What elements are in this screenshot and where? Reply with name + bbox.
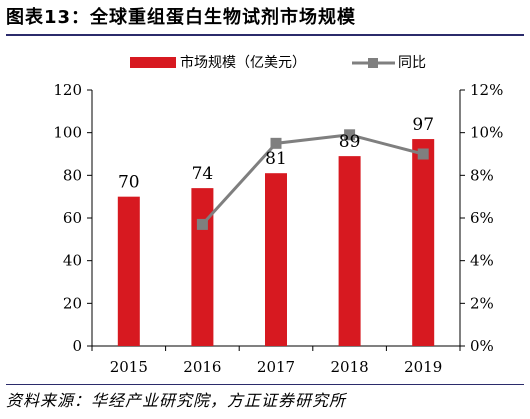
x-tick-label: 2018 [331, 358, 369, 376]
y-left-tick-label: 20 [63, 294, 82, 312]
y-left-tick-label: 100 [53, 124, 82, 142]
bar [412, 139, 435, 346]
x-tick-label: 2019 [404, 358, 442, 376]
bar-value-label: 74 [192, 164, 214, 184]
y-left-tick-label: 0 [72, 337, 82, 355]
yoy-line [201, 133, 424, 226]
legend-label-bar: 市场规模（亿美元） [180, 54, 306, 71]
y-right-tick-label: 6% [470, 209, 494, 227]
legend-swatch-bar [130, 57, 176, 68]
bar-value-label: 81 [265, 149, 287, 169]
y-left-tick-label: 40 [63, 252, 82, 270]
bar [117, 196, 140, 346]
x-tick-label: 2015 [110, 358, 148, 376]
title-rule [6, 34, 524, 36]
bar-value-label: 70 [118, 173, 140, 193]
figure-title: 图表13：全球重组蛋白生物试剂市场规模 [6, 7, 357, 28]
y-left-tick-label: 60 [63, 209, 82, 227]
y-right-tick-label: 10% [470, 124, 503, 142]
legend-label-line: 同比 [398, 55, 426, 71]
bar [265, 173, 287, 346]
yoy-marker [344, 129, 356, 141]
source-note: 资料来源：华经产业研究院，方正证券研究所 [6, 391, 347, 410]
bar [338, 156, 361, 346]
y-right-tick-label: 2% [470, 294, 494, 312]
bar-value-label: 97 [412, 115, 434, 135]
y-right-tick-label: 0% [470, 337, 494, 355]
bar-value-label: 89 [339, 132, 361, 152]
y-right-tick-label: 8% [470, 166, 494, 184]
plot-area: 0 20 40 60 80 100 120 0% 2% 4% 6% 8% 10% 12% 2015 2016 2… [53, 81, 503, 376]
y-right-tick-label: 12% [470, 81, 503, 99]
legend: 市场规模（亿美元） 同比 [130, 54, 426, 71]
x-tick-label: 2017 [257, 358, 295, 376]
legend-swatch-marker [368, 58, 378, 68]
yoy-marker [270, 137, 282, 149]
yoy-marker [417, 148, 429, 160]
x-tick-label: 2016 [183, 358, 221, 376]
y-left-tick-label: 80 [63, 166, 82, 184]
chart: 市场规模（亿美元） 同比 0 20 40 60 80 100 120 0% 2% 4% 6% 8% 10… [53, 54, 503, 376]
source-rule [6, 384, 524, 385]
bar [191, 188, 214, 346]
yoy-marker [196, 218, 208, 230]
y-left-tick-label: 120 [53, 81, 82, 99]
y-right-tick-label: 4% [470, 252, 494, 270]
